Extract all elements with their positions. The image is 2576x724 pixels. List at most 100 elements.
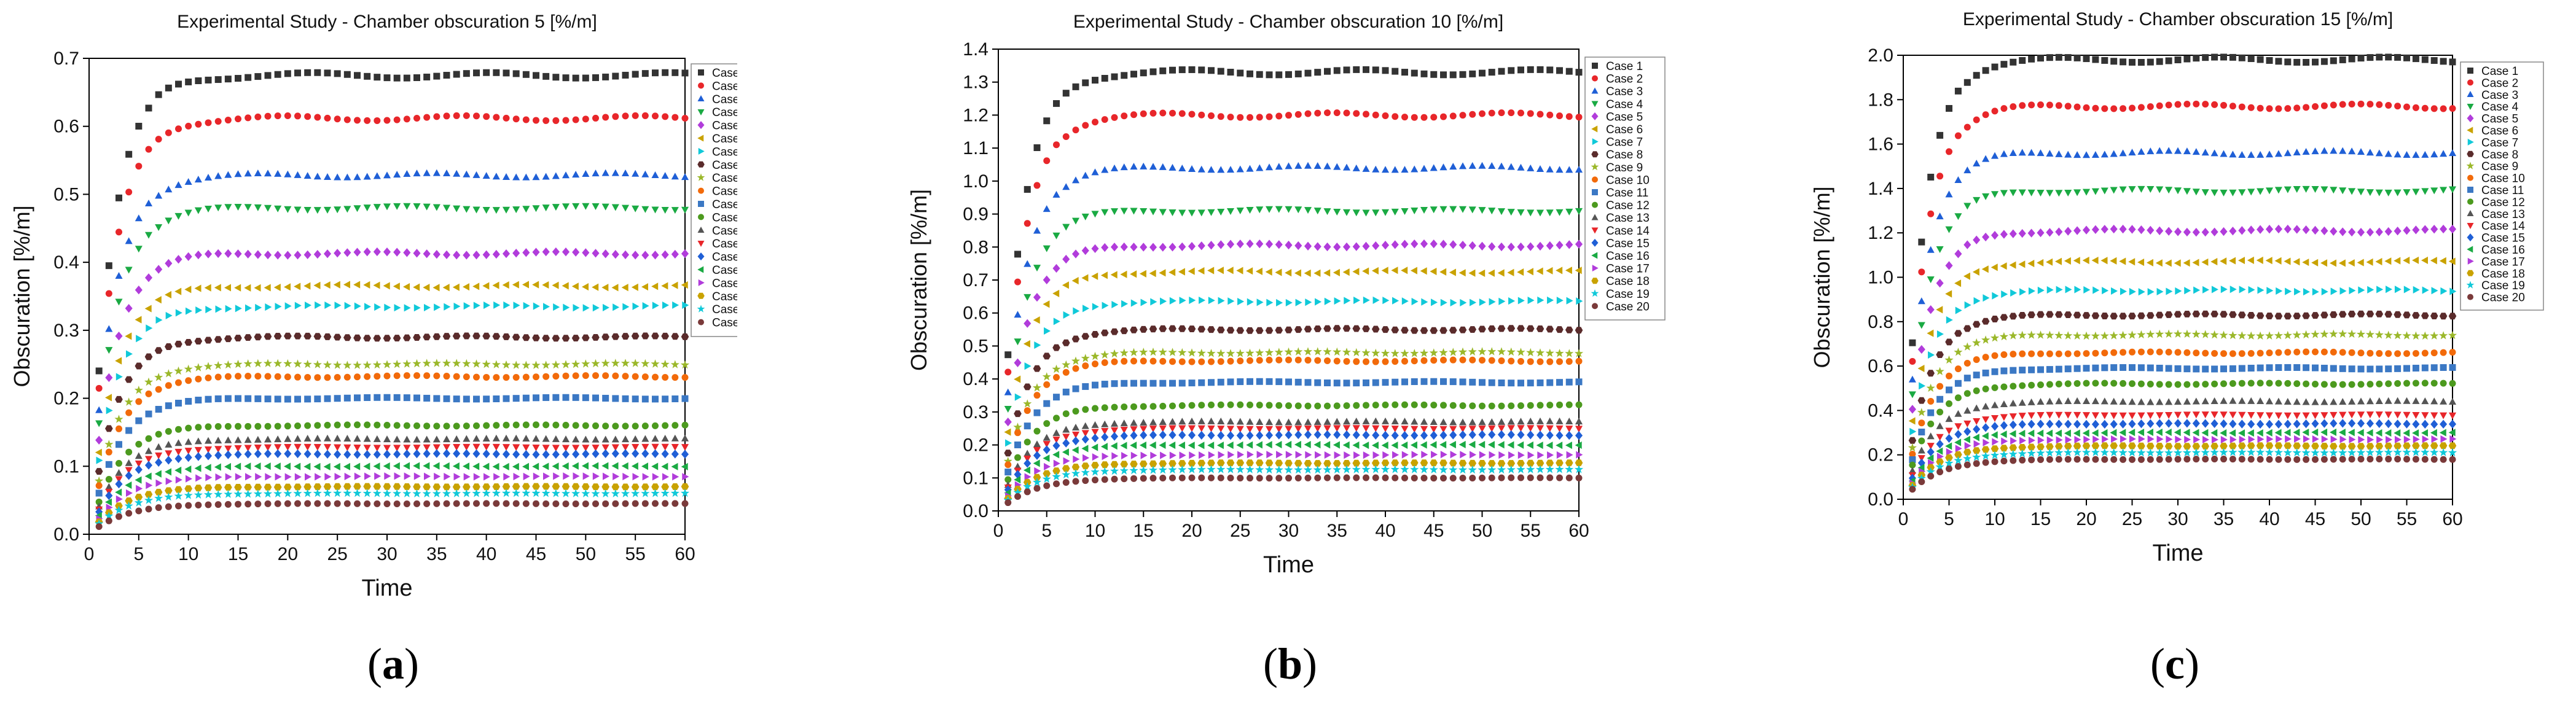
data-point	[2174, 311, 2182, 318]
data-point	[1130, 357, 1137, 365]
data-point	[194, 464, 202, 472]
data-point	[1265, 268, 1272, 276]
data-point	[2403, 419, 2411, 429]
data-point	[1382, 379, 1389, 386]
chart-title: Experimental Study - Chamber obscuration…	[1963, 9, 2393, 29]
data-point	[1927, 432, 1935, 440]
data-point	[1372, 451, 1380, 459]
x-tick-label: 30	[2167, 509, 2188, 529]
data-point	[1053, 480, 1060, 488]
data-point	[1565, 113, 1573, 120]
series-1	[1004, 66, 1583, 359]
data-point	[1110, 243, 1119, 252]
data-point	[125, 489, 133, 497]
data-point	[492, 281, 499, 289]
data-point	[155, 91, 162, 98]
data-point	[1313, 425, 1321, 432]
data-point	[2210, 419, 2218, 428]
data-point	[294, 443, 302, 451]
data-point	[384, 472, 391, 480]
data-point	[323, 173, 332, 181]
legend-marker	[1591, 278, 1599, 284]
data-point	[2238, 350, 2245, 357]
data-point	[651, 443, 659, 451]
data-point	[2201, 310, 2209, 317]
data-point	[2202, 349, 2209, 357]
data-point	[452, 489, 461, 497]
data-point	[2440, 435, 2448, 443]
data-point	[1188, 459, 1196, 467]
data-point	[1954, 456, 1963, 464]
data-point	[1362, 417, 1370, 424]
data-point	[2229, 429, 2236, 437]
data-point	[641, 332, 649, 340]
data-point	[1044, 462, 1051, 470]
data-point	[1092, 381, 1098, 389]
data-point	[2019, 350, 2026, 357]
data-point	[1363, 402, 1369, 409]
data-point	[174, 491, 183, 500]
data-point	[2210, 149, 2218, 157]
data-point	[353, 445, 361, 452]
data-point	[493, 374, 500, 381]
data-point	[2320, 412, 2328, 419]
data-point	[462, 359, 471, 368]
data-point	[2348, 411, 2356, 419]
data-point	[1449, 112, 1457, 120]
data-point	[2339, 287, 2347, 295]
data-point	[403, 445, 411, 452]
data-point	[2247, 448, 2256, 456]
data-point	[1508, 380, 1515, 387]
data-point	[2192, 411, 2200, 419]
data-point	[2311, 330, 2320, 338]
data-point	[572, 116, 579, 123]
data-point	[1488, 162, 1496, 169]
data-point	[621, 462, 628, 470]
data-point	[1130, 403, 1137, 410]
data-point	[602, 372, 609, 380]
data-point	[1004, 351, 1012, 359]
data-point	[1449, 459, 1457, 467]
data-point	[354, 373, 361, 381]
data-point	[374, 394, 381, 401]
data-point	[263, 489, 273, 498]
legend-label: Case 16	[1606, 250, 1650, 263]
data-point	[1071, 446, 1079, 454]
series-11	[1004, 378, 1583, 476]
data-point	[1371, 325, 1380, 333]
data-point	[1460, 451, 1467, 459]
series-18	[1004, 459, 1583, 502]
data-point	[2202, 54, 2209, 61]
data-point	[1111, 403, 1118, 411]
data-point	[660, 359, 670, 368]
data-point	[2109, 448, 2118, 457]
data-point	[611, 250, 619, 259]
data-point	[2303, 58, 2310, 66]
data-point	[95, 367, 103, 375]
data-point	[532, 205, 540, 212]
data-point	[2147, 288, 2155, 296]
data-point	[2330, 101, 2337, 109]
data-point	[1062, 426, 1070, 433]
data-point	[235, 422, 241, 430]
data-point	[1546, 209, 1554, 217]
data-point	[1139, 270, 1146, 278]
data-point	[2284, 419, 2292, 429]
data-point	[1236, 239, 1244, 249]
data-point	[372, 360, 382, 369]
data-point	[601, 449, 609, 458]
data-point	[294, 282, 301, 290]
data-point	[2275, 105, 2282, 112]
data-point	[393, 282, 400, 290]
data-point	[1101, 209, 1109, 216]
data-point	[1188, 165, 1196, 172]
data-point	[1130, 451, 1138, 459]
data-point	[1237, 378, 1244, 386]
data-point	[621, 333, 630, 340]
x-tick-label: 20	[1181, 521, 1202, 541]
data-point	[403, 74, 410, 82]
data-point	[2256, 312, 2265, 319]
data-point	[1323, 208, 1331, 216]
data-point	[303, 250, 311, 260]
